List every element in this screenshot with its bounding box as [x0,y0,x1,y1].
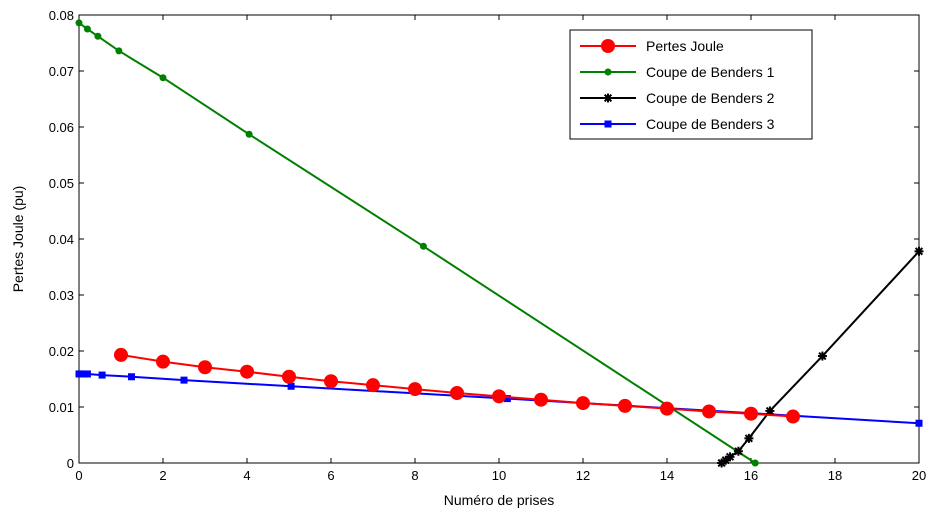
data-point-dot [751,459,759,467]
legend-entry: Pertes Joule [580,38,724,54]
x-tick-label: 14 [660,468,674,483]
data-point-star [733,446,743,456]
data-point-dot [83,25,91,33]
data-point-circle [534,392,548,407]
data-point-star [765,406,775,416]
legend-entry: Coupe de Benders 2 [580,90,775,106]
data-point-dot [75,19,83,27]
data-point-circle [324,374,338,389]
data-point-star [817,351,827,361]
x-tick-label: 2 [159,468,166,483]
data-point-dot [94,32,102,40]
data-point-circle [114,347,128,362]
axis-ticks: 0 2 4 6 8 10 12 14 16 18 20 0 0.01 0.02 0.03 0.04 0.05 0.… [49,8,927,483]
data-point-circle [660,401,674,416]
series-1 [114,347,800,424]
y-tick-label: 0.03 [49,288,74,303]
legend-entry: Coupe de Benders 1 [580,64,775,80]
data-point-circle [156,354,170,369]
data-point-square [287,382,295,390]
data-point-square [915,419,923,427]
y-tick-label: 0.08 [49,8,74,23]
x-tick-label: 0 [75,468,82,483]
legend-label: Coupe de Benders 2 [646,90,775,106]
data-point-circle [492,389,506,404]
data-point-star [603,93,613,103]
x-tick-label: 4 [243,468,250,483]
data-point-circle [198,360,212,375]
data-point-circle [576,396,590,411]
x-tick-label: 8 [411,468,418,483]
data-point-circle [702,404,716,419]
x-tick-label: 18 [828,468,842,483]
data-point-star [744,433,754,443]
data-point-circle [744,406,758,421]
y-tick-label: 0.06 [49,120,74,135]
y-axis-label: Pertes Joule (pu) [10,186,26,293]
data-point-square [604,120,612,128]
data-point-square [79,370,87,378]
data-point-square [503,395,511,403]
x-tick-label: 6 [327,468,334,483]
x-axis-label: Numéro de prises [444,492,555,508]
data-point-dot [604,68,612,76]
data-point-circle [601,39,615,53]
data-point-dot [115,47,123,55]
data-point-square [83,370,91,378]
data-point-circle [450,386,464,400]
legend-label: Coupe de Benders 1 [646,64,775,80]
data-point-dot [419,242,427,250]
y-tick-label: 0.05 [49,176,74,191]
x-tick-label: 16 [744,468,758,483]
y-tick-label: 0.07 [49,64,74,79]
y-tick-label: 0.01 [49,400,74,415]
data-point-dot [245,130,253,138]
data-point-square [98,371,106,379]
series-layer [75,19,924,468]
data-point-star [914,246,924,256]
series-2 [75,19,759,467]
x-tick-label: 20 [912,468,926,483]
x-tick-label: 12 [576,468,590,483]
legend: Pertes Joule Coupe de Benders 1 Coupe de B… [569,29,813,140]
data-point-square [128,373,135,381]
data-point-star [725,452,735,462]
x-tick-label: 10 [492,468,506,483]
y-tick-label: 0.04 [49,232,74,247]
data-point-circle [618,398,632,413]
y-tick-label: 0.02 [49,344,74,359]
data-point-circle [786,409,800,424]
data-point-dot [159,74,167,82]
data-point-circle [408,382,422,397]
data-point-star [721,455,731,465]
data-point-square [180,376,188,384]
data-point-circle [240,364,254,379]
data-point-circle [366,378,380,393]
legend-label: Pertes Joule [646,38,724,54]
legend-entry: Coupe de Benders 3 [580,116,775,132]
data-point-circle [282,369,296,384]
y-tick-label: 0 [67,456,74,471]
series-3 [717,246,924,468]
legend-label: Coupe de Benders 3 [646,116,775,132]
series-4 [75,370,923,427]
